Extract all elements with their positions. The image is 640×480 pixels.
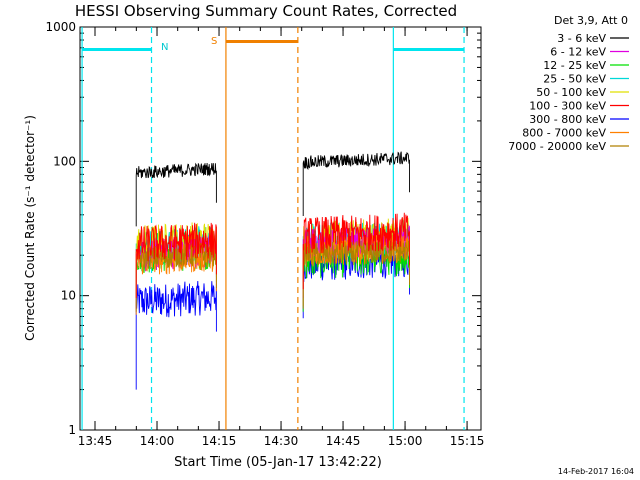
plot-area: N S — [79, 26, 482, 431]
y-tick-label: 10 — [61, 289, 76, 303]
x-tick-label: 14:30 — [264, 434, 299, 448]
x-tick-label: 15:15 — [450, 434, 485, 448]
x-tick-label: 14:00 — [140, 434, 175, 448]
x-tick-labels: 13:45 14:00 14:15 14:30 14:45 15:00 15:15 — [78, 434, 485, 448]
series-line — [135, 240, 410, 312]
legend-label: 100 - 300 keV — [529, 100, 606, 113]
legend-title: Det 3,9, Att 0 — [554, 14, 628, 27]
x-tick-label: 13:45 — [78, 434, 113, 448]
legend-label: 7000 - 20000 keV — [508, 140, 606, 153]
y-axis-label: Corrected Count Rate (s⁻¹ detector⁻¹) — [23, 115, 37, 341]
plot-frame — [79, 26, 482, 431]
x-tick-label: 15:00 — [388, 434, 423, 448]
x-tick-label: 14:15 — [202, 434, 237, 448]
legend-label: 50 - 100 keV — [536, 86, 606, 99]
y-tick-label: 100 — [53, 154, 76, 168]
flag-bars — [82, 39, 465, 51]
y-tick-label: 1 — [68, 423, 76, 437]
legend-label: 12 - 25 keV — [543, 59, 606, 72]
footer-date: 14-Feb-2017 16:04 — [558, 467, 634, 476]
legend-label: 800 - 7000 keV — [522, 127, 606, 140]
chart-title: HESSI Observing Summary Count Rates, Cor… — [75, 2, 457, 20]
legend-label: 300 - 800 keV — [529, 113, 606, 126]
series-line — [135, 151, 410, 227]
saa-flag-label: S — [211, 36, 217, 47]
y-tick-label: 1000 — [45, 20, 76, 34]
x-axis-label: Start Time (05-Jan-17 13:42:22) — [174, 455, 382, 470]
legend-label: 25 - 50 keV — [543, 73, 606, 86]
legend-label: 3 - 6 keV — [557, 32, 606, 45]
axis-ticks — [80, 27, 481, 431]
data-series — [135, 151, 410, 390]
night-flag-label: N — [161, 42, 168, 53]
legend-label: 6 - 12 keV — [550, 46, 606, 59]
series-line — [135, 212, 410, 298]
x-tick-label: 14:45 — [326, 434, 361, 448]
y-tick-labels: 1 10 100 1000 — [45, 20, 76, 437]
